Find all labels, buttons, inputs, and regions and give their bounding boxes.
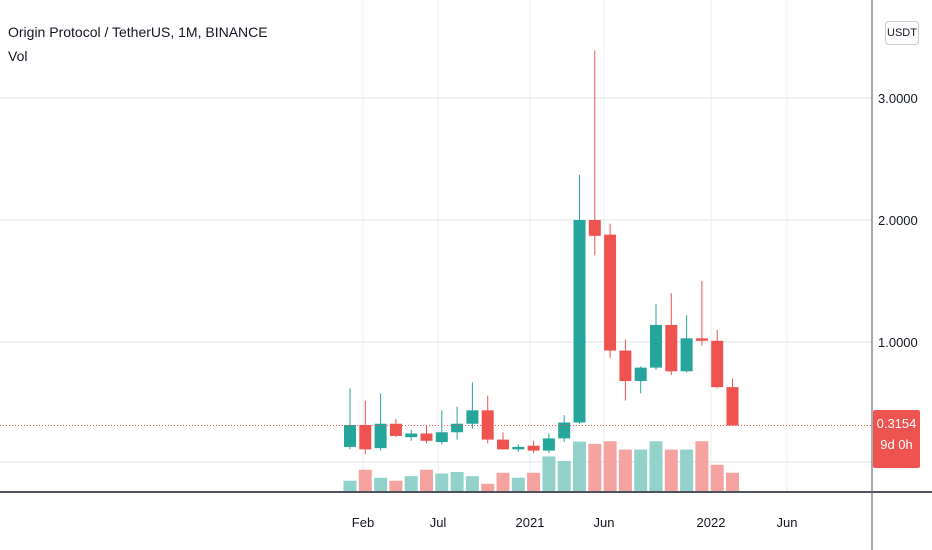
- volume-bar: [389, 480, 403, 491]
- volume-bar: [680, 449, 694, 491]
- candle-body: [374, 423, 387, 449]
- candle-body: [695, 338, 708, 341]
- volume-bar: [542, 456, 556, 491]
- candle-body: [573, 220, 586, 423]
- volume-bar: [573, 441, 586, 491]
- candle-body: [665, 324, 678, 372]
- volume-bar: [343, 480, 357, 491]
- candle-body: [389, 423, 402, 436]
- volume-bar: [726, 472, 739, 491]
- candle-body: [451, 423, 464, 433]
- volume-bar: [465, 476, 479, 491]
- volume-bar: [358, 469, 372, 491]
- candle-body: [527, 445, 540, 451]
- candle-body: [512, 446, 525, 450]
- candle-body: [588, 220, 601, 236]
- candle-body: [481, 410, 494, 440]
- candle-body: [650, 324, 662, 368]
- volume-bar: [511, 477, 525, 491]
- chart-legend: Origin Protocol / TetherUS, 1M, BINANCE …: [8, 24, 268, 64]
- last-price-value: 0.3154: [876, 416, 917, 431]
- volume-bar: [664, 449, 678, 491]
- volume-bar: [420, 469, 433, 491]
- candle-body: [420, 433, 433, 441]
- volume-bar: [557, 460, 571, 491]
- candle-body: [619, 350, 632, 382]
- candle-body: [604, 234, 617, 351]
- candle-countdown: 9d 0h: [880, 437, 913, 452]
- candle-body: [466, 410, 479, 424]
- last-price-tag: 0.3154 9d 0h: [873, 410, 920, 468]
- candles: [344, 50, 739, 455]
- volume-bar: [588, 443, 602, 491]
- candle-body: [558, 422, 571, 439]
- volume-bar: [649, 441, 663, 491]
- volume-label: Vol: [8, 48, 28, 64]
- volume-bar: [450, 472, 464, 491]
- volume-bar: [374, 477, 388, 491]
- volume-bars: [343, 441, 739, 491]
- x-tick-label: Feb: [352, 515, 374, 530]
- candle-body: [359, 424, 372, 450]
- volume-bar: [496, 472, 510, 491]
- candle-body: [542, 438, 555, 451]
- volume-bar: [603, 441, 617, 491]
- volume-bar: [404, 476, 418, 491]
- symbol-title: Origin Protocol / TetherUS, 1M, BINANCE: [8, 24, 268, 40]
- volume-bar: [710, 464, 724, 491]
- candle-body: [680, 338, 693, 372]
- candle-body: [634, 367, 647, 382]
- x-tick-label: Jun: [777, 515, 798, 530]
- volume-bar: [618, 449, 632, 491]
- currency-button[interactable]: USDT: [885, 21, 919, 45]
- volume-bar: [435, 473, 449, 491]
- candle-body: [497, 439, 509, 450]
- candle-body: [405, 433, 418, 438]
- y-tick-label: 3.0000: [878, 91, 918, 106]
- x-tick-label: Jun: [594, 515, 615, 530]
- y-tick-label: 1.0000: [878, 335, 918, 350]
- volume-bar: [481, 483, 495, 491]
- x-tick-label: Jul: [430, 515, 447, 530]
- candle-body: [726, 387, 739, 426]
- volume-bar: [695, 441, 709, 491]
- volume-bar: [634, 449, 648, 491]
- x-tick-label: 2022: [697, 515, 726, 530]
- candle-body: [344, 424, 356, 447]
- candle-body: [711, 340, 724, 388]
- candle-body: [435, 432, 448, 443]
- y-tick-label: 2.0000: [878, 213, 918, 228]
- x-tick-label: 2021: [516, 515, 545, 530]
- grid: [0, 0, 872, 492]
- volume-bar: [527, 472, 541, 491]
